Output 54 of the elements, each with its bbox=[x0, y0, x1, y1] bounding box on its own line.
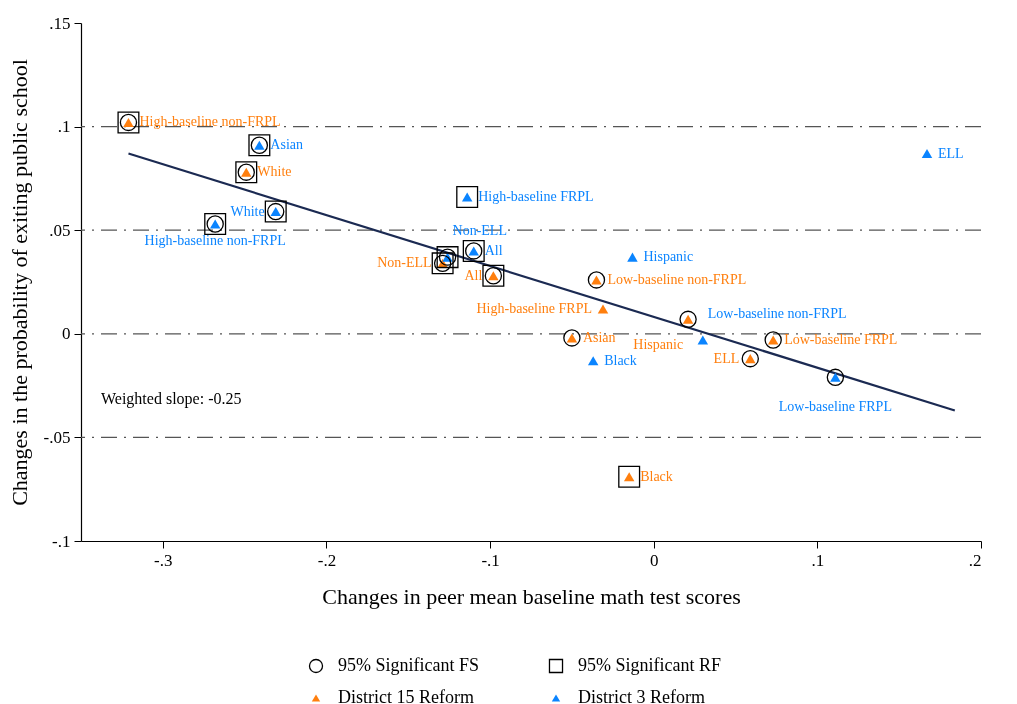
point bbox=[741, 349, 759, 368]
data-label: Hispanic bbox=[643, 249, 694, 265]
point bbox=[587, 271, 606, 289]
data-label: White bbox=[230, 203, 265, 219]
x-tick-label: -.1 bbox=[481, 550, 500, 570]
data-label: Low-baseline non-FRPL bbox=[707, 306, 847, 322]
x-tick-label: -.2 bbox=[317, 550, 337, 570]
data-label: Low-baseline FRPL bbox=[778, 399, 892, 415]
data-label: All bbox=[484, 242, 503, 258]
y-tick-label: -.05 bbox=[43, 427, 71, 447]
x-tick-label: .2 bbox=[968, 550, 982, 570]
point bbox=[921, 148, 933, 159]
data-label: ELL bbox=[713, 350, 740, 366]
data-label: Black bbox=[604, 352, 637, 368]
point bbox=[563, 329, 581, 347]
data-label: White bbox=[257, 164, 292, 180]
y-tick-label: -.1 bbox=[52, 531, 71, 551]
data-label: High-baseline non-FRPL bbox=[144, 232, 286, 248]
y-tick-label: .05 bbox=[49, 220, 71, 240]
data-label: High-baseline non-FRPL bbox=[139, 114, 281, 130]
point bbox=[627, 252, 638, 262]
point bbox=[597, 304, 609, 314]
annotation: Weighted slope: -0.25 bbox=[101, 390, 242, 408]
data-label: Non-ELL bbox=[377, 255, 432, 271]
legend-label: 95% Significant RF bbox=[578, 655, 721, 675]
data-label: Low-baseline FRPL bbox=[784, 332, 898, 348]
legend-label: 95% Significant FS bbox=[338, 655, 480, 675]
x-tick-label: 0 bbox=[649, 550, 659, 570]
legend-label: District 15 Reform bbox=[338, 687, 474, 704]
data-label: Black bbox=[640, 468, 673, 484]
data-label: Hispanic bbox=[633, 337, 684, 353]
y-tick-label: 0 bbox=[62, 324, 71, 344]
x-tick-label: .1 bbox=[811, 550, 825, 570]
data-label: Non-ELL bbox=[452, 223, 507, 239]
data-label: Low-baseline non-FRPL bbox=[607, 271, 747, 287]
point bbox=[587, 356, 599, 366]
y-axis-title: Changes in the probability of exiting public school bbox=[6, 59, 32, 506]
x-axis-title: Changes in peer mean baseline math test scores bbox=[322, 583, 741, 609]
point bbox=[826, 368, 845, 387]
point bbox=[764, 331, 782, 349]
y-tick-label: .1 bbox=[57, 117, 71, 137]
data-label: High-baseline FRPL bbox=[478, 189, 594, 205]
point bbox=[618, 465, 641, 488]
data-label: ELL bbox=[938, 145, 964, 161]
y-tick-label: .15 bbox=[49, 13, 71, 33]
point bbox=[456, 186, 479, 209]
data-label: High-baseline FRPL bbox=[476, 300, 592, 316]
data-label: All bbox=[464, 267, 483, 283]
x-tick-label: -.3 bbox=[154, 550, 173, 570]
data-label: Asian bbox=[270, 137, 304, 153]
point bbox=[679, 310, 697, 328]
data-label: Asian bbox=[582, 329, 616, 345]
legend-label: District 3 Reform bbox=[578, 687, 705, 704]
point bbox=[697, 335, 709, 345]
